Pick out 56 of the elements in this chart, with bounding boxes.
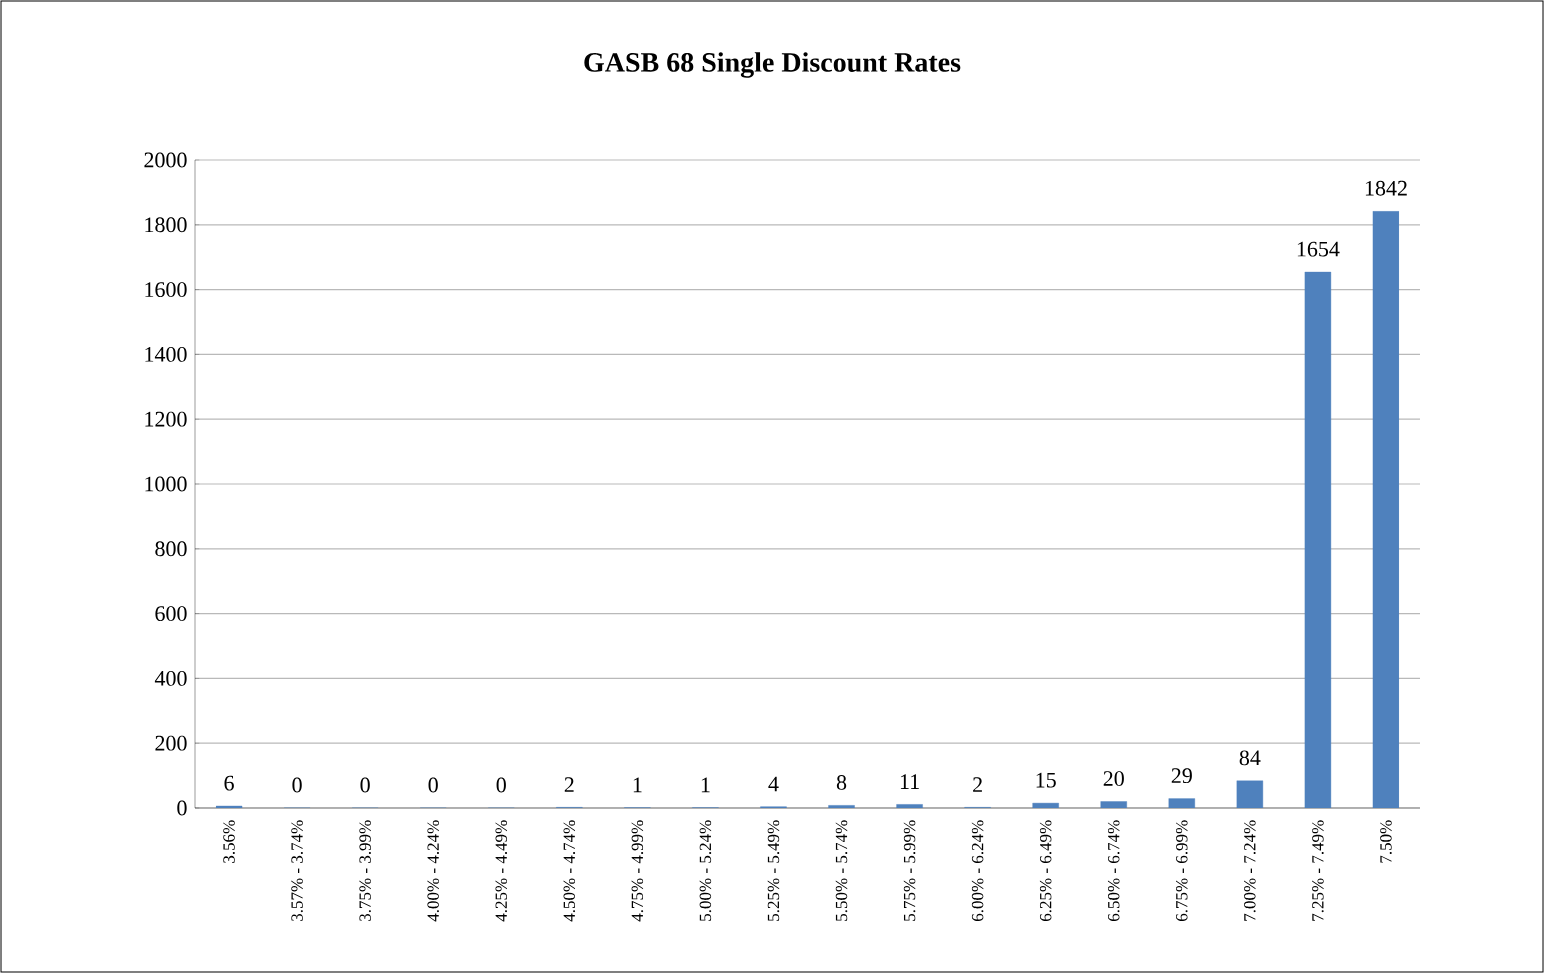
y-tick-label: 600 — [155, 606, 187, 622]
x-tick-label: 4.25% - 4.49% — [495, 820, 508, 922]
x-tick-label: 7.25% - 7.49% — [1312, 820, 1324, 921]
data-label: 2 — [564, 777, 574, 792]
x-tick-label: 3.57% - 3.74% — [291, 820, 303, 921]
data-label: 1 — [701, 777, 710, 793]
y-tick-label: 200 — [155, 735, 187, 751]
y-tick-label: 1000 — [145, 476, 187, 492]
data-label: 20 — [1103, 771, 1124, 786]
y-tick-label: 1400 — [145, 346, 187, 362]
x-tick-label: 5.50% - 5.74% — [835, 820, 848, 921]
data-label: 84 — [1239, 750, 1261, 766]
x-tick-label: 6.25% - 6.49% — [1039, 820, 1052, 922]
bar — [1236, 780, 1264, 808]
x-tick-label: 7.00% - 7.24% — [1244, 820, 1256, 921]
x-tick-label: 7.50% — [1380, 820, 1392, 863]
x-tick-label: 5.75% - 5.99% — [903, 820, 916, 921]
bar — [1372, 210, 1400, 808]
data-label: 6 — [224, 775, 234, 791]
data-label: 0 — [360, 777, 370, 793]
x-tick-label: 5.00% - 5.24% — [699, 820, 712, 921]
bar — [1304, 271, 1332, 808]
data-label: 1 — [633, 777, 642, 793]
x-tick-label: 4.50% - 4.74% — [563, 820, 576, 922]
y-tick-label: 2000 — [144, 152, 187, 168]
y-tick-label: 800 — [155, 541, 187, 557]
x-tick-label: 6.50% - 6.74% — [1107, 820, 1120, 922]
y-tick-label: 1600 — [145, 282, 187, 298]
data-label: 1654 — [1297, 241, 1340, 257]
x-tick-label: 3.75% - 3.99% — [359, 820, 371, 921]
x-tick-label: 6.00% - 6.24% — [971, 820, 984, 922]
x-tick-label: 4.00% - 4.24% — [427, 820, 439, 922]
x-tick-label: 4.75% - 4.99% — [631, 820, 644, 922]
chart-title: GASB 68 Single Discount Rates — [584, 52, 961, 78]
data-label: 0 — [292, 777, 302, 793]
y-tick-label: 0 — [177, 800, 187, 816]
data-label: 0 — [428, 777, 438, 793]
data-label: 0 — [496, 777, 506, 793]
bar — [1168, 798, 1195, 808]
data-label: 2 — [973, 777, 982, 792]
x-tick-label: 6.75% - 6.99% — [1176, 820, 1188, 922]
y-tick-label: 1800 — [145, 217, 187, 233]
data-label: 8 — [836, 775, 847, 790]
y-tick-label: 400 — [154, 670, 187, 686]
bar — [828, 805, 855, 808]
data-label: 29 — [1171, 768, 1192, 784]
data-label: 15 — [1036, 772, 1056, 788]
data-label: 4 — [768, 776, 779, 792]
x-tick-label: 5.25% - 5.49% — [767, 820, 780, 921]
bar — [1032, 802, 1059, 808]
data-label: 11 — [900, 774, 919, 789]
x-tick-label: 3.56% — [223, 820, 235, 863]
bar — [896, 804, 923, 808]
bar — [1100, 801, 1127, 808]
y-tick-label: 1200 — [145, 411, 187, 427]
data-label: 1842 — [1365, 180, 1407, 196]
